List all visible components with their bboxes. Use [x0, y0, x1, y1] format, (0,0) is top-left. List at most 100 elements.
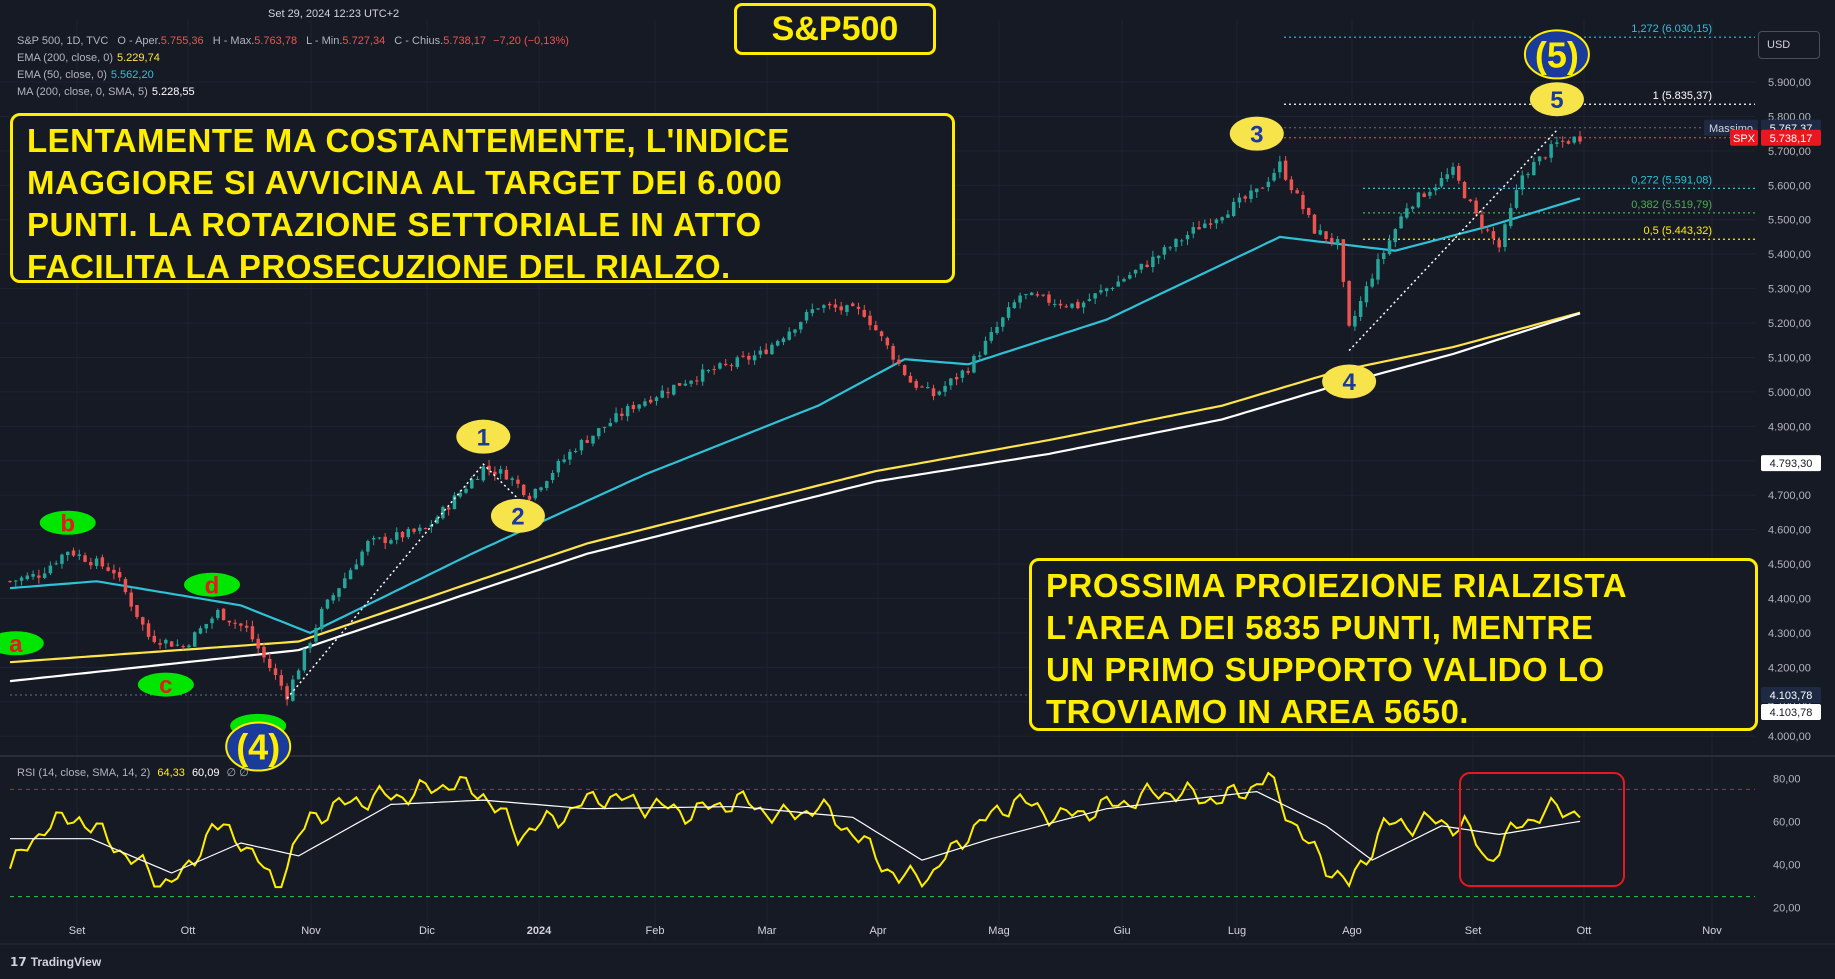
legend-ma200[interactable]: MA (200, close, 0, SMA, 5) 5.228,55: [17, 86, 195, 98]
price-tick-label: 5.000,00: [1768, 387, 1811, 399]
candle-up: [441, 507, 445, 519]
candle-up: [1318, 230, 1322, 235]
candle-down: [129, 592, 133, 607]
candle-up: [308, 643, 312, 649]
candle-down: [1145, 264, 1149, 267]
candle-down: [516, 479, 520, 484]
candle-up: [1335, 239, 1340, 245]
candle-down: [1289, 179, 1294, 191]
candle-down: [169, 641, 174, 647]
candle-up: [175, 644, 180, 646]
candle-down: [71, 550, 76, 556]
candle-up: [187, 645, 191, 648]
time-tick-label: Feb: [646, 925, 665, 937]
candle-up: [625, 405, 630, 417]
currency-button[interactable]: USD: [1758, 31, 1820, 59]
candle-up: [683, 383, 688, 386]
candle-up: [204, 623, 208, 629]
tradingview-footer[interactable]: 𝟭𝟳 TradingView: [10, 955, 101, 969]
candle-up: [1053, 303, 1057, 305]
candle-down: [920, 386, 924, 388]
rsi-legend[interactable]: RSI (14, close, SMA, 14, 2) 64,33 60,09 …: [17, 766, 249, 779]
time-tick-label: Lug: [1228, 925, 1246, 937]
candle-up: [77, 554, 81, 556]
time-tick-label: Ott: [1577, 925, 1592, 937]
candle-down: [285, 686, 289, 700]
legend-ema50[interactable]: EMA (50, close, 0) 5.562,20: [17, 69, 154, 81]
candle-up: [1358, 301, 1363, 317]
datetime: Set 29, 2024 12:23 UTC+2: [268, 8, 400, 20]
candle-down: [885, 337, 890, 346]
candle-up: [1278, 161, 1282, 173]
candle-up: [972, 356, 976, 373]
rsi-pane: [9, 771, 1755, 898]
candle-up: [949, 378, 953, 386]
candle-up: [672, 384, 676, 395]
candle-up: [1393, 229, 1398, 243]
candle-down: [741, 355, 745, 357]
candle-up: [937, 391, 942, 395]
time-tick-label: Set: [69, 925, 86, 937]
candle-down: [891, 346, 895, 360]
candle-up: [1226, 214, 1230, 218]
note-top-line-1: LENTAMENTE MA COSTANTEMENTE, L'INDICE: [27, 122, 790, 159]
candle-up: [31, 573, 35, 577]
candle-up: [331, 595, 335, 601]
candle-up: [1116, 281, 1120, 287]
wave-label: 2: [511, 503, 524, 530]
legend-ema200[interactable]: EMA (200, close, 0) 5.229,74: [17, 52, 160, 64]
candle-up: [1537, 156, 1542, 162]
wave-label: 4: [1342, 369, 1356, 396]
wave-label: b: [60, 510, 75, 537]
wave-dotted-lines: [286, 129, 1558, 699]
candle-up: [1526, 174, 1530, 176]
candle-down: [862, 309, 866, 317]
time-tick-label: Set: [1465, 925, 1482, 937]
fib-level-label: 1 (5.835,37): [1653, 90, 1712, 102]
candle-up: [452, 495, 457, 510]
rsi-tick-label: 40,00: [1773, 859, 1801, 871]
candle-down: [902, 365, 907, 376]
candle-up: [371, 538, 376, 540]
candle-up: [389, 540, 393, 544]
candle-up: [1174, 238, 1178, 248]
candle-up: [1433, 187, 1438, 191]
candle-up: [1399, 216, 1403, 229]
candle-up: [614, 413, 618, 422]
candle-up: [816, 308, 820, 310]
candle-down: [1474, 200, 1478, 214]
candle-up: [1353, 316, 1357, 327]
candle-down: [233, 622, 237, 624]
candle-down: [181, 646, 185, 648]
candle-up: [1520, 175, 1525, 190]
candle-up: [977, 355, 982, 357]
candle-up: [1416, 192, 1421, 208]
candle-up: [1191, 227, 1196, 234]
open-label: O - Aper.: [117, 35, 161, 47]
symbol-line: S&P 500, 1D, TVC: [17, 35, 109, 47]
price-tick-label: 4.500,00: [1768, 559, 1811, 571]
candle-down: [1422, 193, 1426, 197]
candle-up: [781, 338, 786, 343]
candle-up: [164, 639, 168, 644]
candle-down: [117, 572, 122, 578]
candle-down: [487, 465, 491, 471]
candle-up: [770, 344, 774, 355]
candle-down: [1197, 227, 1201, 230]
candle-down: [966, 371, 970, 373]
annotation-box-top: LENTAMENTE MA COSTANTEMENTE, L'INDICE MA…: [10, 113, 955, 285]
candle-up: [1509, 208, 1513, 227]
candle-up: [602, 426, 607, 428]
price-tick-label: 4.600,00: [1768, 525, 1811, 537]
candle-up: [1093, 293, 1097, 299]
candle-down: [1058, 303, 1063, 306]
candle-up: [1272, 173, 1276, 181]
candle-up: [689, 380, 693, 384]
fib-level-label: 0,5 (5.443,32): [1644, 225, 1713, 237]
candle-down: [112, 569, 116, 574]
candle-down: [874, 325, 878, 331]
candle-down: [504, 469, 509, 480]
ema50-line: [9, 197, 1581, 635]
spx-value-bg: [1761, 129, 1821, 146]
candle-up: [660, 390, 664, 398]
